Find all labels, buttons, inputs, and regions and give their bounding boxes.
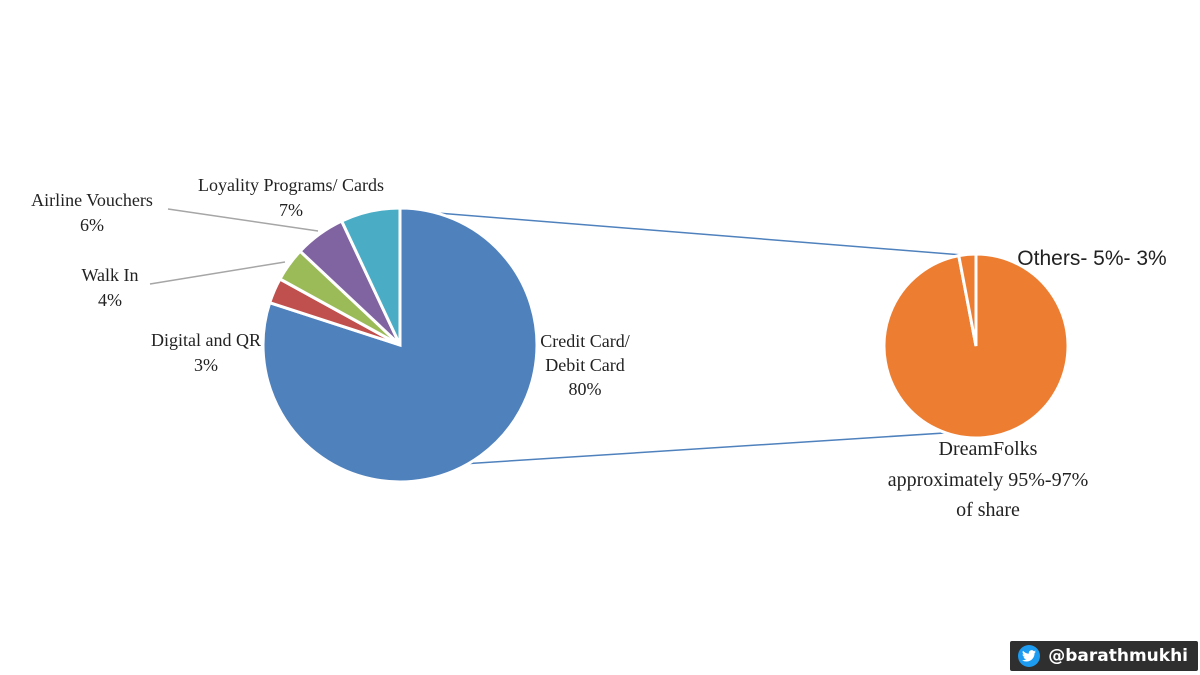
breakout-caption-line-2: approximately 95%-97% [888, 469, 1089, 491]
watermark-badge: @barathmukhi [1010, 641, 1198, 671]
watermark-handle: @barathmukhi [1048, 646, 1188, 666]
slice-label-4-line-1: Loyality Programs/ Cards [198, 175, 384, 195]
main-pie-labels: Credit Card/Debit Card 80% Digital and QR 3… [31, 175, 630, 399]
leader-line-2 [149, 261, 286, 285]
breakout-pie [882, 252, 1070, 440]
connector-line-top [399, 209, 976, 257]
slice-label-2-line-1: Walk In [81, 265, 138, 285]
slice-value-label-3: 6% [80, 215, 104, 235]
slice-value-label-2: 4% [98, 290, 122, 310]
connector-line-bottom [461, 431, 961, 465]
breakout-pie-slice-1 [957, 252, 978, 347]
slice-label-0-line-1: Credit Card/ [540, 331, 629, 351]
slice-value-label-0: 80% [569, 379, 602, 399]
slice-value-label-1: 3% [194, 355, 218, 375]
slice-value-label-4: 7% [279, 200, 303, 220]
slice-label-1-line-1: Digital and QR [151, 330, 261, 350]
twitter-bird-icon [1018, 645, 1041, 667]
slice-label-3-line-1: Airline Vouchers [31, 190, 153, 210]
main-pie-slice-4 [339, 206, 402, 346]
breakout-caption-line-1: DreamFolks [939, 438, 1038, 460]
breakout-title: Others- 5%- 3% [1017, 247, 1166, 270]
leader-line-3 [167, 208, 319, 232]
slice-label-0-line-2: Debit Card [545, 355, 624, 375]
main-pie [261, 206, 539, 484]
breakout-caption-line-3: of share [956, 499, 1020, 521]
